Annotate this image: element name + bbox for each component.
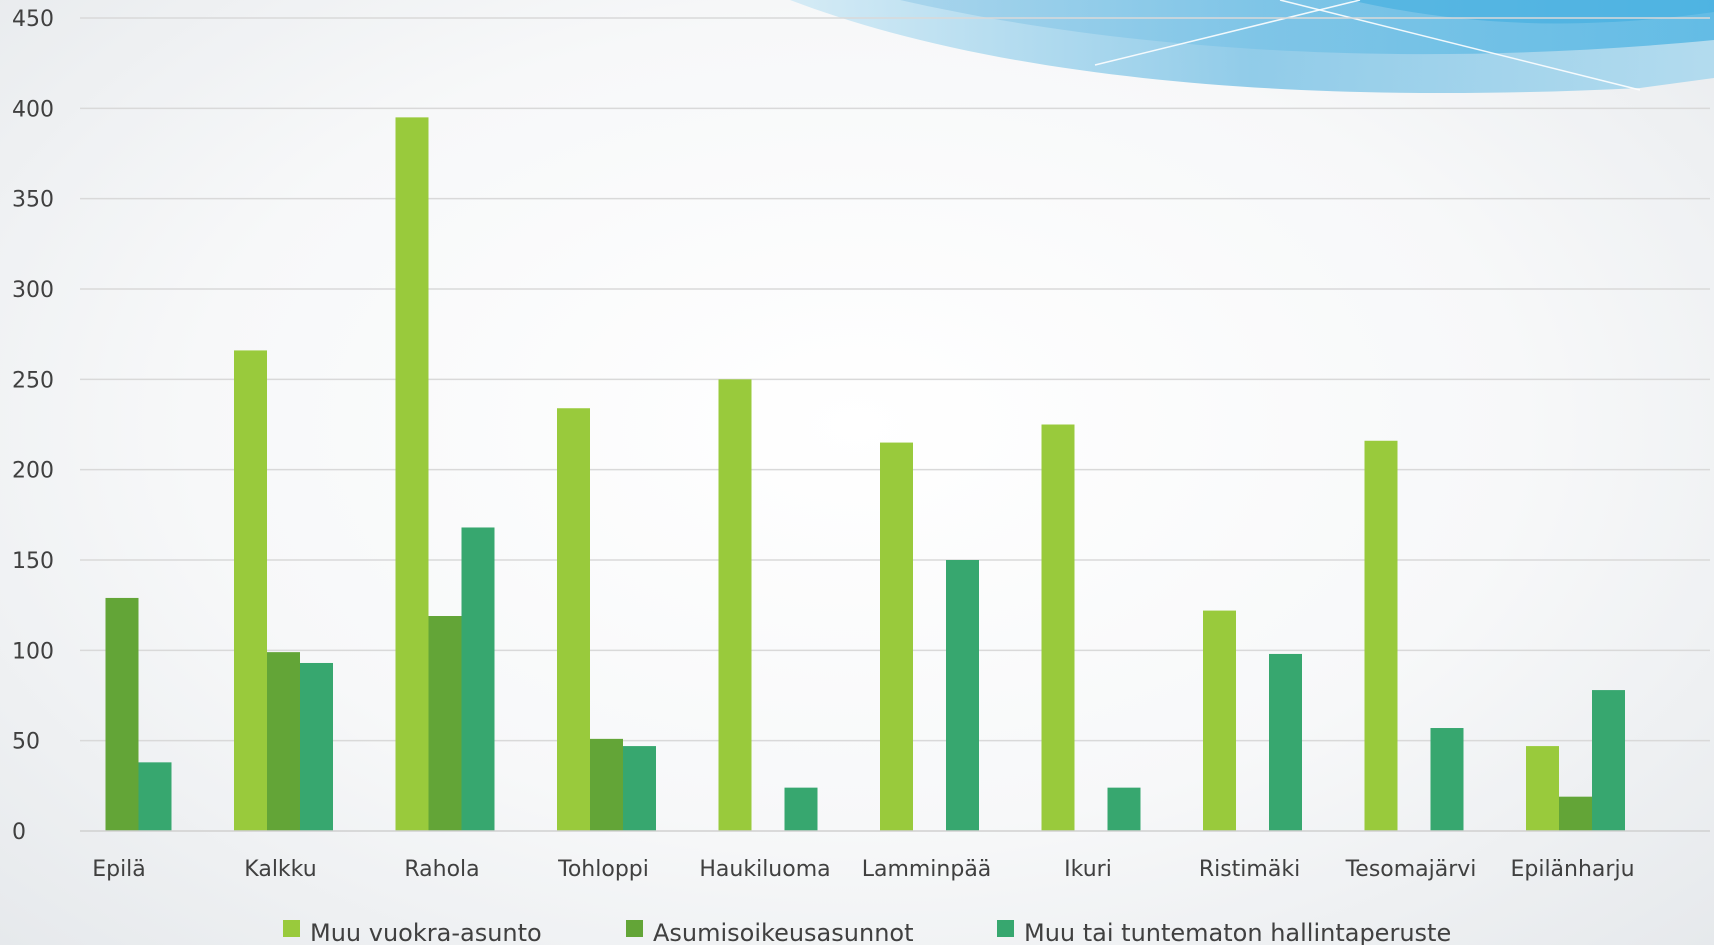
bar-kalkku-series-3 [300,662,333,831]
bar-ikuri-series-1 [1041,424,1075,831]
y-tick-label: 350 [12,188,54,213]
bar-epilä-series-3 [138,762,172,831]
legend-label: Muu tai tuntematon hallintaperuste [1024,919,1451,945]
bars [105,117,1625,831]
x-tick-label: Epilä [92,857,146,882]
y-tick-label: 400 [12,97,54,122]
x-tick-label: Tesomajärvi [1345,857,1477,882]
bar-tohloppi-series-1 [557,408,590,831]
x-tick-label: Haukiluoma [699,857,830,882]
bar-kalkku-series-2 [267,652,300,831]
bar-lamminpää-series-1 [880,442,913,831]
y-tick-label: 300 [12,278,54,303]
x-axis-ticks: Epilä Kalkku Rahola Tohloppi Haukiluoma Lammi… [92,857,1634,882]
bar-ristimäki-series-3 [1269,653,1302,831]
x-tick-label: Kalkku [244,857,316,882]
legend-label: Asumisoikeusasunnot [653,919,914,945]
bar-epilänharju-series-2 [1559,796,1592,831]
bar-ristimäki-series-1 [1203,610,1236,831]
bar-rahola-series-2 [428,616,462,831]
x-tick-label: Ristimäki [1199,857,1300,882]
x-tick-label: Lamminpää [862,857,992,882]
y-tick-label: 150 [12,549,54,574]
bar-tohloppi-series-2 [590,738,623,831]
legend-swatch [997,920,1014,937]
bar-haukiluoma-series-1 [718,379,752,831]
bar-tesomajärvi-series-3 [1430,728,1464,831]
bar-lamminpää-series-3 [946,560,979,831]
y-tick-label: 450 [12,7,54,32]
legend-label: Muu vuokra-asunto [310,919,542,945]
bar-tesomajärvi-series-1 [1364,440,1398,831]
x-tick-label: Tohloppi [557,857,649,882]
y-axis-ticks: 0 50 100 150 200 250 300 350 400 450 [12,7,54,845]
legend-swatch [283,920,300,937]
x-tick-label: Rahola [404,857,479,882]
bar-rahola-series-3 [461,527,495,831]
x-tick-label: Epilänharju [1510,857,1634,882]
legend-swatch [626,920,643,937]
y-tick-label: 100 [12,639,54,664]
y-tick-label: 250 [12,368,54,393]
bar-kalkku-series-1 [234,350,267,831]
y-tick-label: 0 [12,820,26,845]
bar-haukiluoma-series-3 [784,787,818,831]
bar-rahola-series-1 [395,117,429,831]
bar-tohloppi-series-3 [623,746,656,831]
bar-epilä-series-2 [105,597,139,831]
y-tick-label: 50 [12,730,40,755]
y-tick-label: 200 [12,459,54,484]
bar-epilänharju-series-3 [1592,690,1625,831]
bar-ikuri-series-3 [1107,787,1141,831]
decorative-swoosh [790,0,1714,94]
x-tick-label: Ikuri [1064,857,1112,882]
legend: Muu vuokra-asunto Asumisoikeusasunnot Muu … [283,919,1451,945]
bar-epilänharju-series-1 [1526,746,1559,831]
